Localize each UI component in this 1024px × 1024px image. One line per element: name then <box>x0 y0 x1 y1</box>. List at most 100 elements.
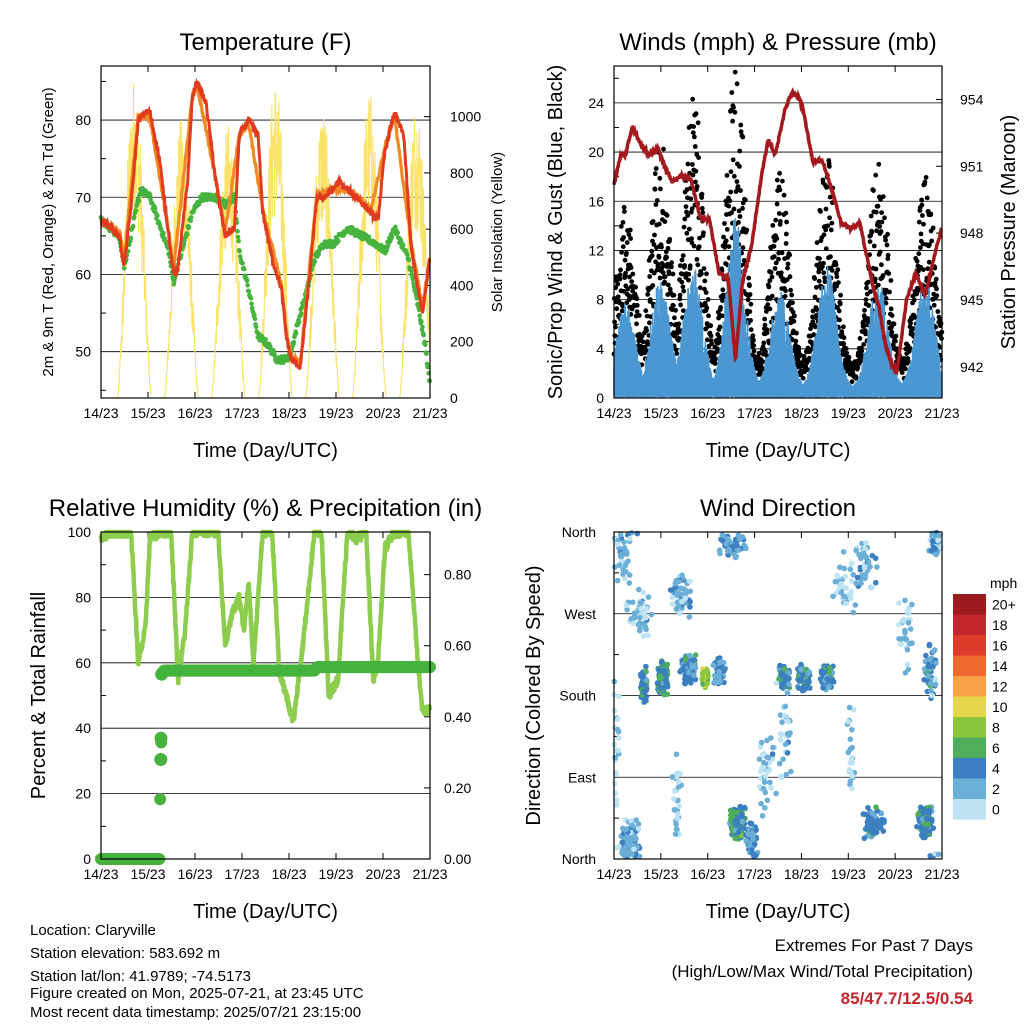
direction-point <box>761 779 768 785</box>
direction-point <box>673 821 679 827</box>
gust-point <box>650 283 656 288</box>
x-tick-label: 19/23 <box>831 405 866 421</box>
direction-point <box>753 827 759 833</box>
gust-point <box>880 273 886 278</box>
gust-point <box>938 321 944 326</box>
gust-point <box>885 252 891 258</box>
gust-point <box>879 210 884 216</box>
direction-point <box>862 811 868 817</box>
y-tick-label: 0 <box>596 390 604 406</box>
gust-point <box>735 184 741 189</box>
gust-point <box>709 341 714 347</box>
direction-point <box>873 579 879 586</box>
direction-point <box>678 667 684 673</box>
direction-point <box>896 621 902 628</box>
dewpoint-point <box>238 254 243 259</box>
direction-point <box>679 572 685 579</box>
direction-point <box>862 546 868 552</box>
direction-point <box>638 605 644 612</box>
direction-point <box>783 771 790 778</box>
gust-point <box>656 254 662 260</box>
gust-point <box>652 232 657 238</box>
direction-point <box>613 771 619 777</box>
humidity-line <box>98 529 433 724</box>
y-tick-label: 60 <box>75 266 91 282</box>
direction-point <box>716 668 723 675</box>
direction-point <box>750 835 756 842</box>
gust-point <box>677 296 683 302</box>
gust-point <box>906 359 911 364</box>
dewpoint-point <box>161 230 166 236</box>
gust-point <box>886 271 892 276</box>
gust-point <box>868 213 874 219</box>
direction-point <box>782 741 789 748</box>
direction-point <box>637 626 643 632</box>
gust-point <box>928 211 934 217</box>
direction-point <box>933 551 939 558</box>
gust-point <box>918 231 924 237</box>
gust-point <box>849 379 855 385</box>
gust-point <box>701 266 707 271</box>
gust-point <box>919 197 924 203</box>
direction-point <box>672 788 678 794</box>
gust-point <box>841 324 846 330</box>
x-tick-label: 17/23 <box>737 866 772 882</box>
gust-point <box>734 179 740 185</box>
gust-point <box>929 238 935 244</box>
direction-point <box>935 851 942 858</box>
dewpoint-point <box>249 301 254 307</box>
gust-point <box>796 346 802 351</box>
legend-swatch <box>953 717 986 738</box>
y-right-tick-label: 800 <box>450 165 474 181</box>
gust-point <box>724 173 730 178</box>
gust-point <box>861 342 867 347</box>
gust-point <box>808 326 813 332</box>
gust-point <box>738 188 743 193</box>
gust-point <box>767 278 773 283</box>
direction-point <box>852 602 859 608</box>
x-tick-label: 15/23 <box>130 866 165 882</box>
y-tick-label: 20 <box>75 786 91 802</box>
dewpoint-point <box>253 324 259 330</box>
gust-point <box>885 231 890 237</box>
gust-point <box>841 341 847 347</box>
gust-point <box>793 338 799 344</box>
gust-point <box>748 318 753 323</box>
gust-point <box>861 323 867 329</box>
direction-point <box>682 595 689 602</box>
x-axis-label: Time (Day/UTC) <box>706 901 851 923</box>
direction-point <box>770 744 776 751</box>
direction-point <box>847 778 854 785</box>
gust-point <box>680 284 686 290</box>
direction-point <box>686 614 693 620</box>
direction-point <box>615 716 621 722</box>
gust-point <box>769 274 775 280</box>
direction-point <box>936 532 942 539</box>
gust-point <box>923 175 929 180</box>
direction-point <box>620 852 627 858</box>
y-tick-label: 50 <box>75 344 91 360</box>
direction-point <box>640 689 647 695</box>
gust-point <box>837 301 843 307</box>
gust-point <box>732 109 738 115</box>
gust-point <box>889 333 895 339</box>
direction-series <box>611 529 944 860</box>
gust-point <box>745 297 751 303</box>
gust-point <box>647 297 653 303</box>
y-right-tick-label: 951 <box>960 158 984 174</box>
gust-point <box>667 236 673 242</box>
gust-point <box>742 197 748 203</box>
station-location: Location: Claryville <box>30 922 156 939</box>
direction-point <box>785 718 791 725</box>
gust-point <box>726 244 732 250</box>
direction-point <box>918 805 924 811</box>
x-tick-label: 21/23 <box>924 405 959 421</box>
y-tick-label: 8 <box>596 292 604 308</box>
gust-point <box>727 198 733 204</box>
gust-point <box>669 264 674 270</box>
solar-series <box>116 83 431 399</box>
gust-point <box>626 297 632 303</box>
gust-point <box>659 244 664 250</box>
gust-point <box>869 229 875 235</box>
gust-point <box>879 262 884 268</box>
